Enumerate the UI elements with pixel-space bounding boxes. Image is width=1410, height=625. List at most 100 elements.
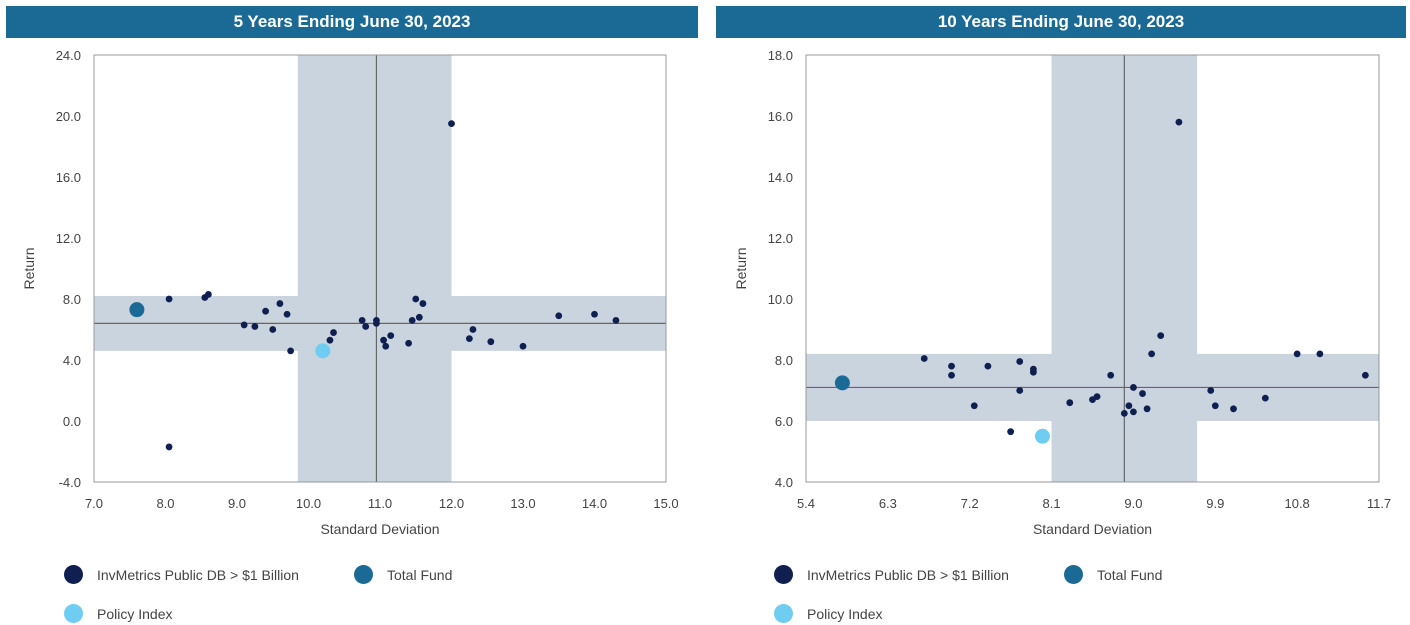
x-tick-label: 13.0 xyxy=(510,496,535,511)
total-fund-marker-icon xyxy=(354,565,373,584)
peer-point xyxy=(419,300,427,307)
x-tick-label: 6.3 xyxy=(879,496,897,511)
peer-marker-icon xyxy=(64,565,83,584)
peer-point xyxy=(1120,409,1128,417)
legend-label-total-fund: Total Fund xyxy=(387,566,453,583)
peer-point xyxy=(487,338,495,346)
peer-point xyxy=(1093,393,1101,400)
chart-title-5yr: 5 Years Ending June 30, 2023 xyxy=(6,6,698,38)
y-tick-label: 16.0 xyxy=(768,109,793,124)
x-tick-label: 11.7 xyxy=(1367,496,1391,511)
legend-label-total-fund: Total Fund xyxy=(1097,566,1163,583)
peer-point xyxy=(326,336,334,344)
peer-point xyxy=(358,316,366,324)
x-tick-label: 10.8 xyxy=(1284,496,1309,511)
chart-panel-10yr: 10 Years Ending June 30, 2023 4.0 6.0 8.0 1… xyxy=(716,0,1406,625)
peer-marker-icon xyxy=(774,565,793,584)
peer-point xyxy=(1157,332,1165,339)
peer-point xyxy=(612,316,620,324)
y-tick-label: 6.0 xyxy=(775,414,793,429)
peer-point xyxy=(469,326,477,333)
peer-point xyxy=(405,339,412,347)
legend-item-policy: Policy Index xyxy=(774,604,882,623)
y-tick-label: 4.0 xyxy=(63,353,81,368)
peer-point xyxy=(555,312,563,320)
x-axis-title: Standard Deviation xyxy=(320,521,439,537)
legend-10yr: InvMetrics Public DB > $1 Billion Total … xyxy=(774,562,1374,623)
peer-point xyxy=(948,371,955,379)
legend-item-total-fund: Total Fund xyxy=(1064,565,1162,584)
peer-point xyxy=(1066,399,1074,407)
peer-point xyxy=(1029,365,1037,373)
x-axis-title: Standard Deviation xyxy=(1033,521,1152,537)
peer-point xyxy=(970,402,978,410)
peer-point xyxy=(165,295,173,303)
peer-point xyxy=(362,323,370,330)
peer-point xyxy=(1007,428,1015,436)
y-tick-label: 10.0 xyxy=(768,292,793,307)
x-tick-label: 9.0 xyxy=(228,496,246,511)
peer-point xyxy=(251,323,259,330)
peer-point xyxy=(287,347,295,355)
peer-point xyxy=(165,443,173,451)
y-tick-label: 16.0 xyxy=(56,170,81,185)
legend-5yr: InvMetrics Public DB > $1 Billion Total … xyxy=(64,562,664,623)
y-tick-label: 12.0 xyxy=(768,231,793,246)
peer-point xyxy=(465,335,473,343)
peer-point xyxy=(1143,405,1151,413)
vertical-band xyxy=(297,55,452,482)
peer-point xyxy=(1361,371,1369,379)
peer-point xyxy=(1293,350,1301,358)
peer-point xyxy=(373,316,380,324)
chart-title-10yr: 10 Years Ending June 30, 2023 xyxy=(716,6,1406,38)
x-tick-label: 9.0 xyxy=(1124,496,1142,511)
peer-point xyxy=(283,310,291,318)
x-tick-label: 10.0 xyxy=(296,496,321,511)
legend-label-policy: Policy Index xyxy=(807,605,883,622)
peer-point xyxy=(382,342,390,350)
chart-panel-5yr: 5 Years Ending June 30, 2023 -4.0 0.0 4.0 8… xyxy=(6,0,698,625)
total-fund-point xyxy=(834,375,850,391)
peer-point xyxy=(412,295,420,303)
peer-point xyxy=(1130,384,1137,391)
y-tick-label: 20.0 xyxy=(56,109,81,124)
peer-point xyxy=(519,342,527,350)
x-tick-label: 7.0 xyxy=(85,496,103,511)
y-tick-label: -4.0 xyxy=(59,475,81,490)
scatter-chart-10yr: 4.0 6.0 8.0 10.0 12.0 14.0 16.0 18.0 5.4 6.3 7.2 8.… xyxy=(733,48,1391,537)
peer-point xyxy=(948,362,955,370)
peer-point xyxy=(205,291,212,298)
policy-index-point xyxy=(315,343,331,359)
x-tick-label: 5.4 xyxy=(797,496,815,511)
peer-point xyxy=(262,307,269,315)
peer-point xyxy=(1130,408,1137,416)
y-tick-label: 12.0 xyxy=(56,231,81,246)
x-tick-label: 9.9 xyxy=(1206,496,1224,511)
peer-point xyxy=(1016,387,1024,394)
legend-label-policy: Policy Index xyxy=(97,605,173,622)
y-tick-label: 0.0 xyxy=(63,414,81,429)
peer-point xyxy=(1261,394,1269,402)
x-tick-label: 8.1 xyxy=(1043,496,1061,511)
peer-point xyxy=(415,313,423,321)
policy-marker-icon xyxy=(64,604,83,623)
x-tick-label: 8.0 xyxy=(156,496,174,511)
peer-point xyxy=(408,316,416,324)
peer-point xyxy=(380,336,387,344)
peer-point xyxy=(269,326,277,333)
peer-point xyxy=(1107,371,1115,379)
legend-item-policy: Policy Index xyxy=(64,604,172,623)
total-fund-point xyxy=(129,302,145,318)
peer-point xyxy=(387,332,395,339)
policy-index-point xyxy=(1034,428,1050,444)
legend-item-peer: InvMetrics Public DB > $1 Billion xyxy=(774,565,1009,584)
peer-point xyxy=(1211,402,1219,410)
x-tick-label: 7.2 xyxy=(961,496,979,511)
peer-point xyxy=(1125,402,1133,410)
peer-point xyxy=(1148,350,1156,358)
y-tick-label: 4.0 xyxy=(775,475,793,490)
peer-point xyxy=(1175,118,1183,126)
total-fund-marker-icon xyxy=(1064,565,1083,584)
legend-label-peer: InvMetrics Public DB > $1 Billion xyxy=(97,566,299,583)
policy-marker-icon xyxy=(774,604,793,623)
